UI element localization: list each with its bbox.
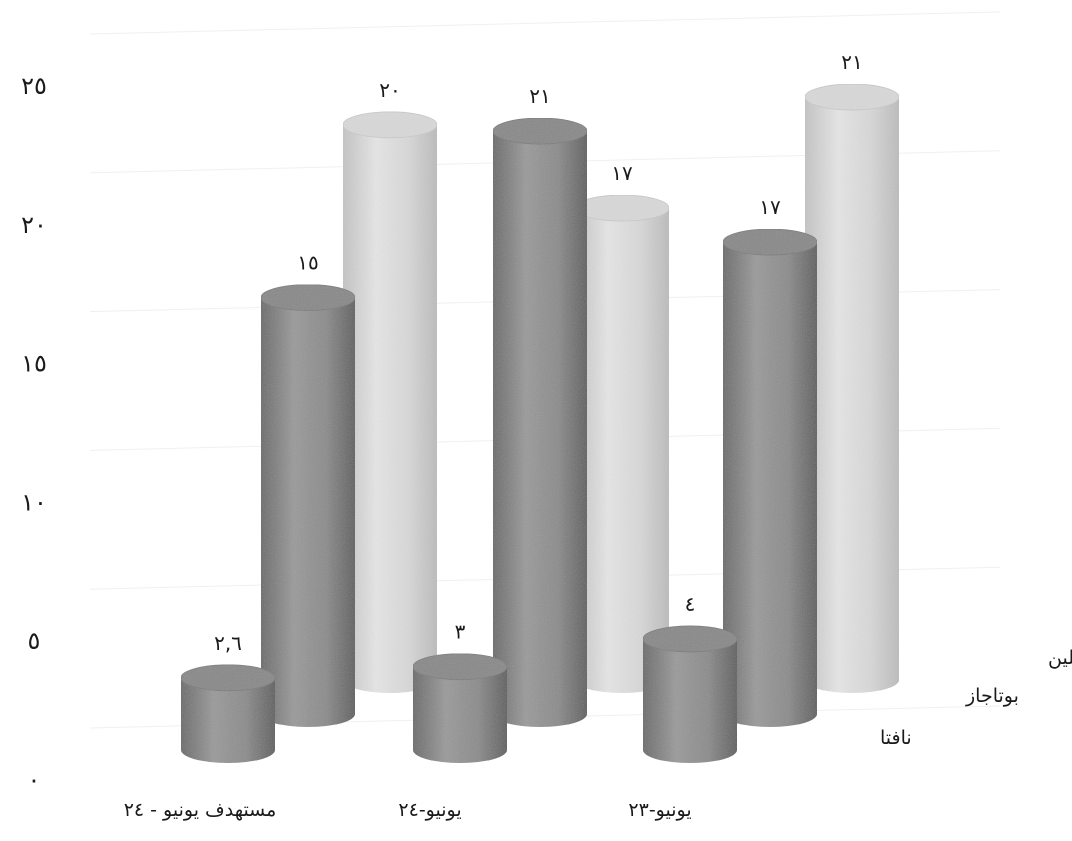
bar	[642, 625, 738, 763]
bar-body	[413, 666, 507, 763]
bar	[180, 664, 276, 763]
data-label: ٢١	[529, 84, 550, 108]
data-label: ٢١	[841, 50, 862, 74]
bar-top	[260, 284, 356, 312]
bar-top	[412, 653, 508, 681]
bar-top	[642, 625, 738, 653]
bar-top	[342, 111, 438, 139]
y-tick-label: ٠	[28, 766, 41, 794]
bars: ٢٠ ١٧ ٢١ ١٥ ٢١ ١٧ ٢,٦ ٣ ٤	[180, 50, 900, 763]
bar	[260, 284, 356, 727]
series-label: نافتا	[880, 727, 912, 749]
bar-top	[804, 83, 900, 111]
data-label: ٣	[455, 620, 466, 644]
category-label: يونيو-٢٣	[628, 799, 691, 821]
series-labels: نافتا بوتاجاز الإثيلين	[880, 647, 1072, 749]
series-label: الإثيلين	[1048, 647, 1072, 669]
bar-top	[180, 664, 276, 692]
category-label: يونيو-٢٤	[398, 799, 461, 821]
y-axis-ticks: ٠ ٥ ١٠ ١٥ ٢٠ ٢٥	[21, 72, 47, 794]
bar	[412, 653, 508, 763]
grid-line	[89, 11, 1001, 35]
data-label: ٢,٦	[214, 631, 242, 655]
bar-top	[492, 117, 588, 145]
bar	[804, 83, 900, 694]
data-label: ١٧	[611, 161, 633, 185]
data-label: ١٥	[297, 251, 318, 275]
bar	[342, 111, 438, 693]
category-labels: مستهدف يونيو - ٢٤ يونيو-٢٤ يونيو-٢٣	[124, 799, 692, 821]
y-tick-label: ٢٠	[21, 211, 47, 239]
bar	[574, 194, 670, 693]
bar-body	[805, 97, 899, 694]
bar-body	[261, 297, 355, 727]
bar-body	[493, 131, 587, 728]
bar-top	[574, 194, 670, 222]
y-tick-label: ٥	[28, 627, 41, 655]
data-label: ٤	[685, 592, 696, 616]
bar-body	[643, 638, 737, 763]
y-tick-label: ١٠	[21, 488, 47, 516]
y-tick-label: ٢٥	[21, 72, 47, 100]
bar-body	[723, 242, 817, 727]
data-label: ٢٠	[379, 78, 400, 102]
bar	[492, 117, 588, 728]
y-tick-label: ١٥	[21, 350, 47, 378]
bar-body	[575, 208, 669, 693]
bar	[722, 228, 818, 727]
series-label: بوتاجاز	[965, 685, 1019, 707]
bar-top	[722, 228, 818, 256]
bar-body	[181, 677, 275, 763]
data-label: ١٧	[759, 195, 781, 219]
category-label: مستهدف يونيو - ٢٤	[124, 799, 277, 821]
bar-body	[343, 124, 437, 693]
